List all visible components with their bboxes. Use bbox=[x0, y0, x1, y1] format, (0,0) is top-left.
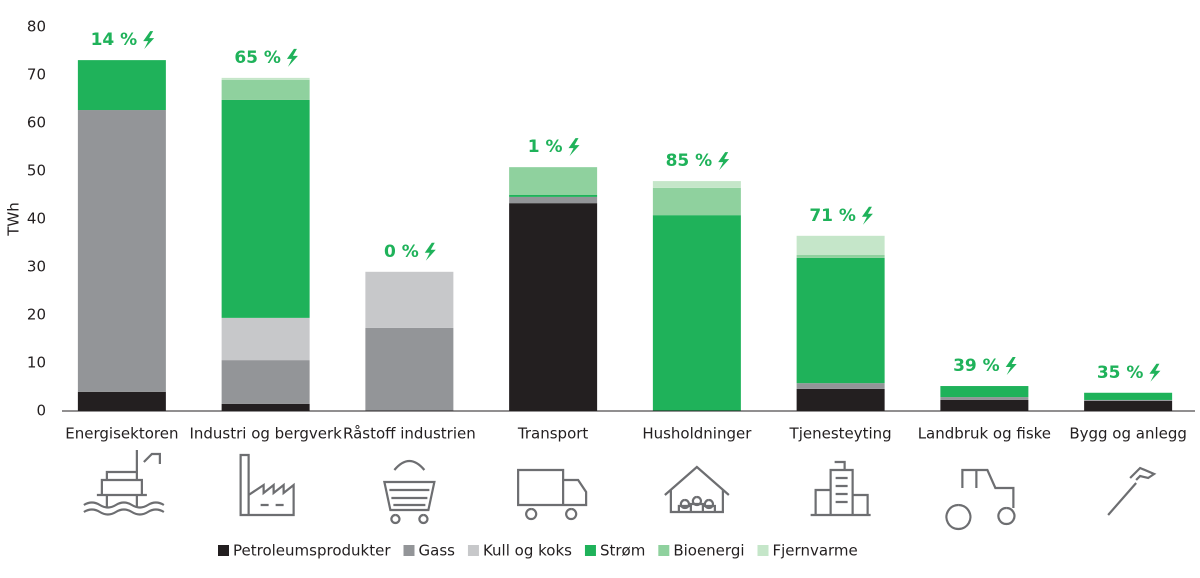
legend-label: Bioenergi bbox=[673, 542, 744, 560]
legend-swatch bbox=[584, 545, 596, 556]
share-label: 14 % bbox=[91, 30, 138, 50]
y-tick-label: 40 bbox=[27, 210, 46, 228]
legend-swatch bbox=[757, 545, 769, 556]
bar-segment bbox=[796, 257, 885, 384]
lightning-icon bbox=[424, 242, 436, 261]
lightning-icon bbox=[143, 31, 155, 50]
share-label: 1 % bbox=[528, 137, 563, 157]
bar-segment bbox=[77, 60, 166, 111]
y-tick-label: 20 bbox=[27, 306, 46, 324]
bar-segment bbox=[796, 383, 885, 389]
legend-swatch bbox=[467, 545, 479, 556]
x-tick-label: Bygg og anlegg bbox=[1069, 425, 1187, 443]
category-icon bbox=[1107, 466, 1157, 516]
legend-label: Strøm bbox=[600, 542, 645, 560]
bar-segment bbox=[1084, 399, 1173, 401]
legend-swatch bbox=[218, 545, 229, 556]
category-icon bbox=[517, 468, 588, 521]
x-tick-label: Industri og bergverk bbox=[189, 425, 342, 443]
x-tick-label: Husholdninger bbox=[642, 425, 752, 443]
share-label: 0 % bbox=[384, 242, 419, 262]
legend-label: Petroleumsprodukter bbox=[233, 542, 391, 560]
bar-segment bbox=[221, 403, 310, 411]
legend-swatch bbox=[658, 545, 670, 556]
y-tick-label: 70 bbox=[27, 66, 46, 84]
bar-segment bbox=[940, 397, 1029, 400]
bar-segment bbox=[509, 203, 598, 411]
bar-segment bbox=[796, 255, 885, 258]
x-tick-label: Råstoff industrien bbox=[343, 425, 476, 443]
bar-segment bbox=[940, 386, 1029, 398]
bar-segment bbox=[652, 181, 741, 188]
bar-segment bbox=[796, 388, 885, 411]
bar-segment bbox=[77, 110, 166, 392]
category-icon bbox=[945, 468, 1016, 531]
category-icon bbox=[810, 460, 871, 517]
y-tick-label: 60 bbox=[27, 114, 46, 132]
x-tick-label: Landbruk og fiske bbox=[918, 425, 1051, 443]
x-tick-label: Tjenesteyting bbox=[789, 425, 892, 443]
legend-label: Fjernvarme bbox=[773, 542, 858, 560]
bar-segment bbox=[221, 360, 310, 404]
lightning-icon bbox=[861, 206, 873, 225]
lightning-icon bbox=[1149, 363, 1161, 382]
bar-segment bbox=[796, 235, 885, 255]
legend-label: Kull og koks bbox=[483, 542, 572, 560]
y-tick-label: 50 bbox=[27, 162, 46, 180]
y-tick-label: 80 bbox=[27, 18, 46, 36]
lightning-icon bbox=[286, 48, 298, 67]
x-tick-label: Energisektoren bbox=[65, 425, 178, 443]
y-axis-label: TWh bbox=[5, 202, 23, 237]
category-icon bbox=[664, 465, 730, 514]
bar-segment bbox=[365, 327, 454, 411]
lightning-icon bbox=[568, 138, 580, 157]
bar-segment bbox=[1084, 400, 1173, 411]
bar-segment bbox=[221, 317, 310, 361]
lightning-icon bbox=[1005, 357, 1017, 376]
bar-segment bbox=[221, 79, 310, 100]
share-label: 39 % bbox=[953, 356, 1000, 376]
y-tick-label: 10 bbox=[27, 354, 46, 372]
y-tick-label: 0 bbox=[36, 402, 46, 420]
share-label: 65 % bbox=[234, 48, 281, 68]
y-tick-label: 30 bbox=[27, 258, 46, 276]
bar-segment bbox=[221, 99, 310, 318]
bar-segment bbox=[509, 167, 598, 195]
legend-swatch bbox=[403, 545, 415, 556]
bar-segment bbox=[221, 77, 310, 80]
category-icon bbox=[239, 453, 295, 517]
category-icon bbox=[83, 450, 165, 516]
share-label: 35 % bbox=[1097, 363, 1144, 383]
category-icon bbox=[383, 459, 436, 525]
bar-segment bbox=[77, 391, 166, 411]
lightning-icon bbox=[718, 152, 730, 171]
share-label: 85 % bbox=[666, 151, 713, 171]
bar-segment bbox=[509, 195, 598, 197]
legend-label: Gass bbox=[419, 542, 456, 560]
bar-segment bbox=[509, 196, 598, 204]
share-label: 71 % bbox=[809, 206, 856, 226]
bar-segment bbox=[652, 187, 741, 216]
bar-segment bbox=[365, 271, 454, 328]
bar-segment bbox=[652, 215, 741, 411]
x-tick-label: Transport bbox=[517, 425, 589, 443]
bar-segment bbox=[1084, 392, 1173, 400]
bar-segment bbox=[940, 399, 1029, 411]
